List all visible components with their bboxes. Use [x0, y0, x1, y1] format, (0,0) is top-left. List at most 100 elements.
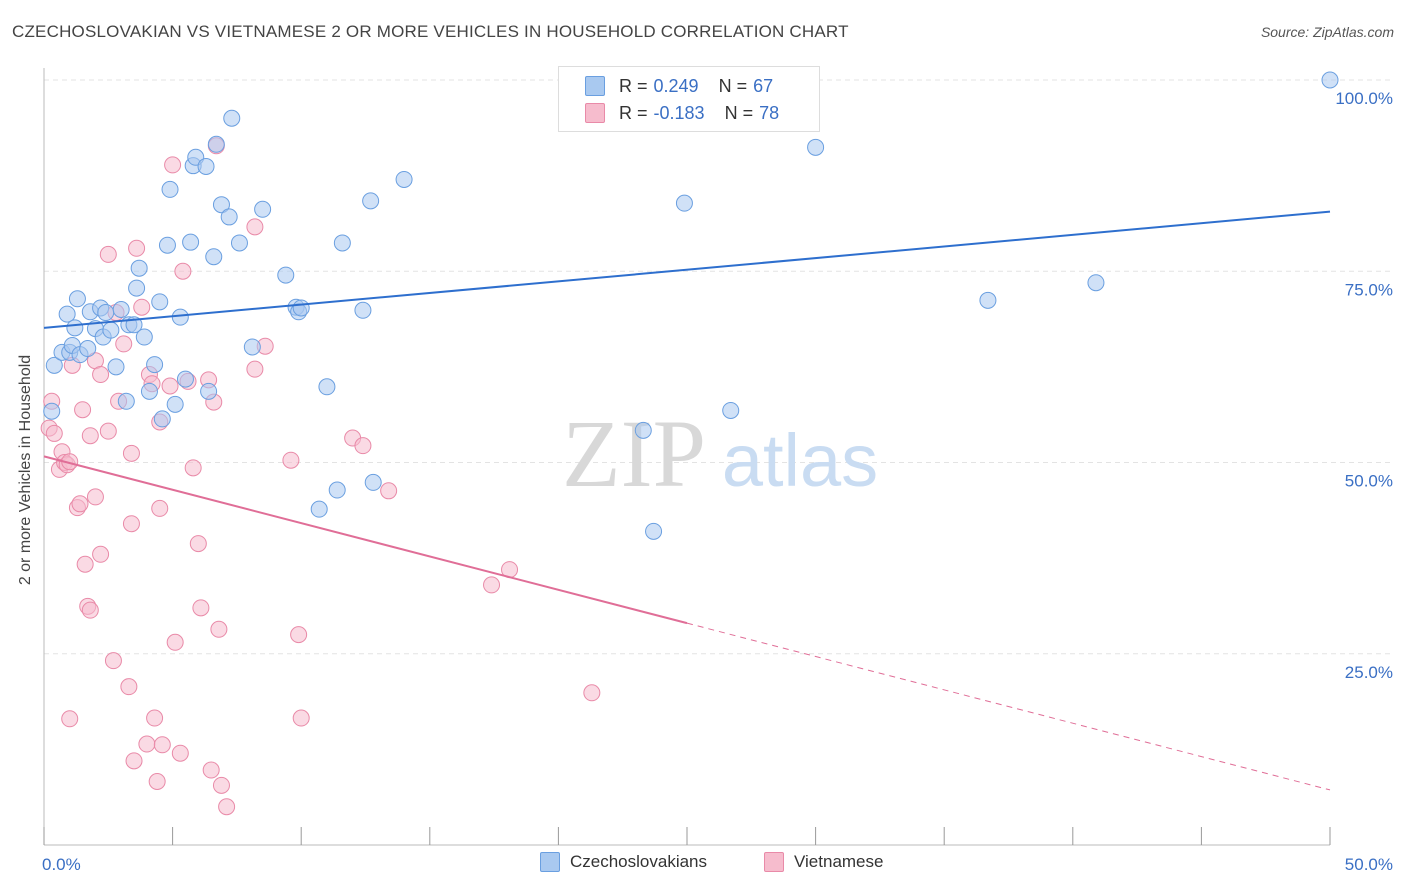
point-czechoslovakians — [277, 266, 295, 284]
point-czechoslovakians — [128, 279, 146, 297]
point-czechoslovakians — [223, 109, 241, 127]
source-label: Source: ZipAtlas.com — [1260, 24, 1394, 40]
point-czechoslovakians — [362, 192, 380, 210]
point-czechoslovakians — [979, 291, 997, 309]
point-czechoslovakians — [645, 522, 663, 540]
point-vietnamese — [189, 535, 207, 553]
legend-r-value: -0.183 — [653, 102, 705, 123]
point-vietnamese — [202, 761, 220, 779]
legend-n-label: N = — [718, 75, 748, 96]
point-czechoslovakians — [205, 248, 223, 266]
point-czechoslovakians — [354, 301, 372, 319]
point-vietnamese — [99, 422, 117, 440]
x-tick-label: 50.0% — [1345, 855, 1393, 874]
point-vietnamese — [148, 773, 166, 791]
point-czechoslovakians — [97, 304, 115, 322]
point-vietnamese — [166, 633, 184, 651]
legend-r-label: R = — [619, 102, 648, 123]
point-vietnamese — [210, 620, 228, 638]
point-czechoslovakians — [230, 234, 248, 252]
point-czechoslovakians — [158, 236, 176, 254]
point-vietnamese — [120, 678, 138, 696]
point-vietnamese — [212, 776, 230, 794]
point-vietnamese — [122, 444, 140, 462]
point-vietnamese — [146, 709, 164, 727]
point-vietnamese — [218, 798, 236, 816]
legend-swatch-pink — [585, 103, 605, 123]
point-czechoslovakians — [220, 208, 238, 226]
legend-r-label: R = — [619, 75, 648, 96]
point-czechoslovakians — [292, 299, 310, 317]
point-vietnamese — [74, 401, 92, 419]
point-czechoslovakians — [107, 358, 125, 376]
point-czechoslovakians — [207, 135, 225, 153]
point-vietnamese — [292, 709, 310, 727]
y-tick-label: 50.0% — [1345, 472, 1393, 491]
bottom-legend-vietnamese: Vietnamese — [764, 852, 883, 872]
point-czechoslovakians — [212, 196, 230, 214]
legend-row-czechoslovakians: R = 0.249 N = 67 — [585, 74, 793, 98]
point-vietnamese — [104, 652, 122, 670]
point-czechoslovakians — [171, 308, 189, 326]
point-vietnamese — [133, 298, 151, 316]
point-vietnamese — [246, 360, 264, 378]
legend-row-vietnamese: R = -0.183 N = 78 — [585, 101, 799, 125]
point-vietnamese — [246, 218, 264, 236]
point-vietnamese — [115, 335, 133, 353]
trend-line-solid — [43, 455, 688, 625]
point-vietnamese — [164, 156, 182, 174]
point-vietnamese — [380, 482, 398, 500]
point-vietnamese — [71, 495, 89, 513]
point-vietnamese — [81, 427, 99, 445]
series-vietnamese — [40, 137, 601, 816]
y-tick-label: 100.0% — [1335, 89, 1393, 108]
y-tick-label: 25.0% — [1345, 663, 1393, 682]
point-czechoslovakians — [112, 301, 130, 318]
bottom-legend-swatch-blue — [540, 852, 560, 872]
gridlines — [44, 79, 1392, 655]
point-czechoslovakians — [45, 356, 63, 374]
point-czechoslovakians — [135, 328, 153, 346]
point-czechoslovakians — [634, 421, 652, 439]
point-vietnamese — [81, 601, 99, 619]
point-vietnamese — [184, 459, 202, 477]
point-czechoslovakians — [310, 500, 328, 518]
legend-r-value: 0.249 — [653, 75, 699, 96]
point-czechoslovakians — [333, 234, 351, 252]
point-vietnamese — [138, 735, 156, 753]
point-czechoslovakians — [364, 473, 382, 491]
point-vietnamese — [153, 736, 171, 754]
watermark-zip: ZIP — [562, 400, 706, 507]
point-czechoslovakians — [243, 338, 261, 356]
point-czechoslovakians — [140, 382, 158, 400]
point-czechoslovakians — [254, 200, 272, 218]
point-czechoslovakians — [675, 194, 693, 212]
point-vietnamese — [122, 515, 140, 533]
point-czechoslovakians — [1087, 274, 1105, 292]
bottom-legend-swatch-pink — [764, 852, 784, 872]
point-czechoslovakians — [395, 170, 413, 188]
point-vietnamese — [354, 437, 372, 455]
point-czechoslovakians — [807, 138, 825, 156]
point-vietnamese — [45, 424, 63, 442]
legend-n-value: 67 — [753, 75, 774, 96]
trend-lines — [43, 210, 1331, 791]
point-czechoslovakians — [1321, 71, 1339, 89]
point-vietnamese — [171, 744, 189, 762]
point-czechoslovakians — [161, 180, 179, 198]
point-czechoslovakians — [151, 293, 169, 311]
point-czechoslovakians — [328, 481, 346, 499]
point-czechoslovakians — [197, 157, 215, 175]
point-vietnamese — [125, 752, 143, 770]
legend: R = 0.249 N = 67 R = -0.183 N = 78 — [558, 66, 820, 132]
bottom-legend-label: Czechoslovakians — [570, 852, 708, 871]
point-vietnamese — [583, 684, 601, 702]
point-vietnamese — [290, 626, 308, 644]
point-vietnamese — [76, 555, 94, 573]
point-czechoslovakians — [146, 356, 164, 374]
point-vietnamese — [161, 377, 179, 395]
point-vietnamese — [174, 262, 192, 280]
point-vietnamese — [86, 488, 104, 506]
point-czechoslovakians — [200, 382, 218, 400]
